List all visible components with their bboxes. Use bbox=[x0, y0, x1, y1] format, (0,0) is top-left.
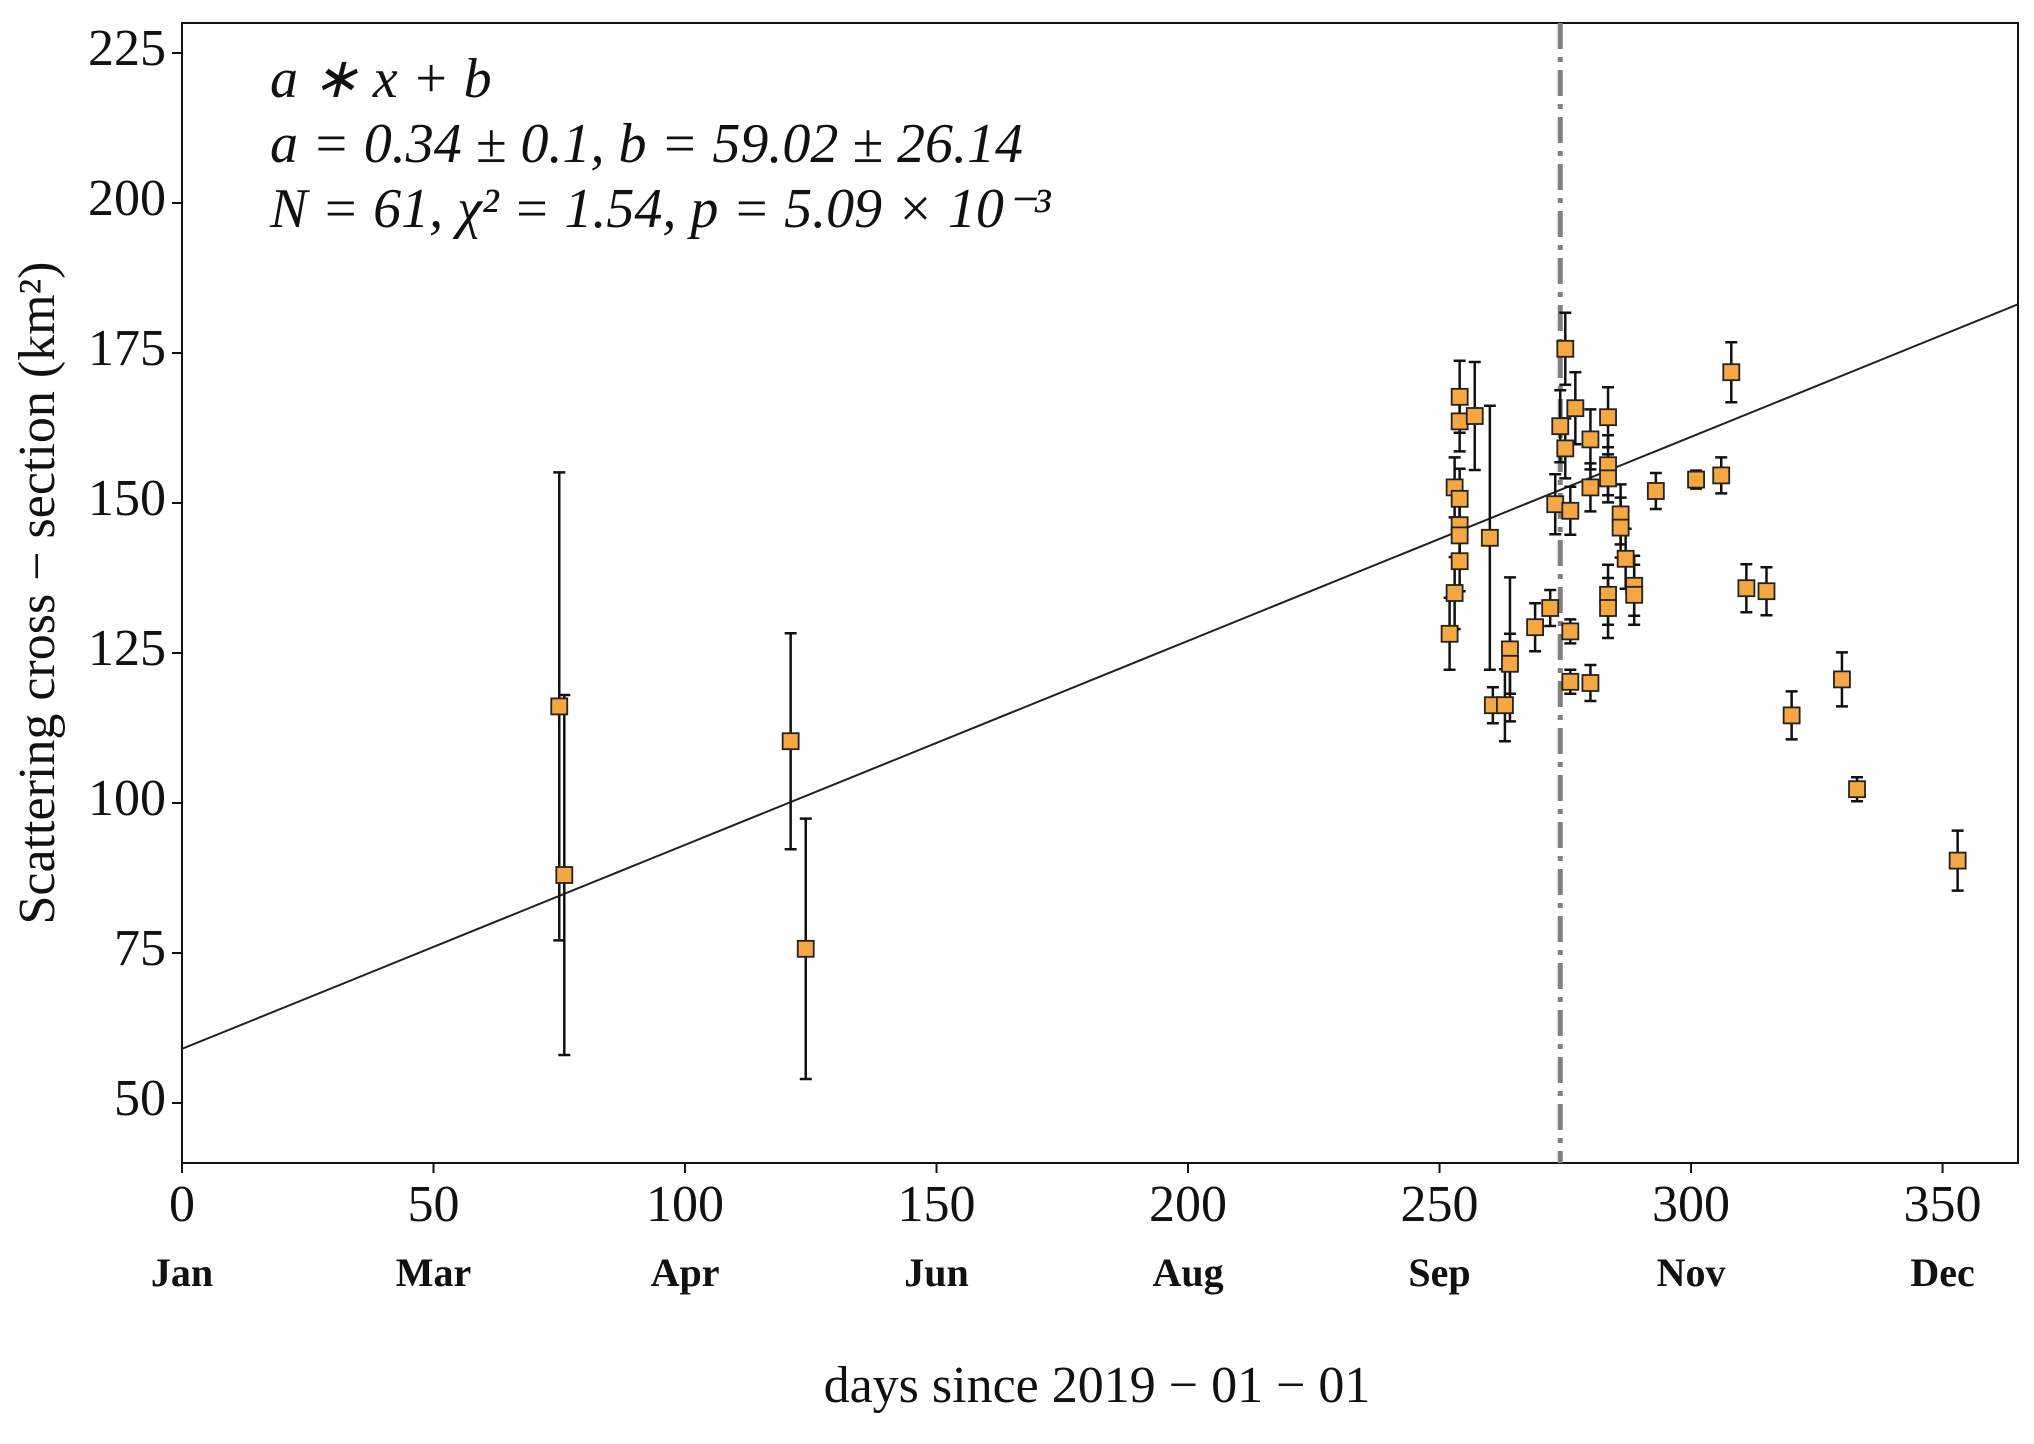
data-point bbox=[1450, 489, 1469, 508]
data-point bbox=[555, 866, 574, 884]
data-point bbox=[1599, 408, 1617, 427]
y-tick-label: 125 bbox=[88, 620, 166, 677]
month-label: Nov bbox=[1657, 1250, 1726, 1295]
x-tick-label: 300 bbox=[1652, 1176, 1730, 1233]
data-point bbox=[1556, 439, 1575, 458]
plot-frame bbox=[181, 22, 2019, 1164]
x-tick-label: 100 bbox=[646, 1176, 724, 1233]
data-point bbox=[1450, 526, 1469, 545]
data-point bbox=[1541, 599, 1560, 617]
data-point bbox=[1722, 363, 1741, 382]
data-point bbox=[781, 732, 800, 751]
x-axis-label: days since 2019 − 01 − 01 bbox=[824, 1357, 1371, 1414]
data-point bbox=[1496, 696, 1514, 715]
data-point bbox=[1561, 501, 1580, 520]
y-tick-label: 100 bbox=[88, 770, 166, 827]
data-point bbox=[1581, 478, 1600, 497]
data-point bbox=[1440, 624, 1459, 643]
month-label: Sep bbox=[1408, 1250, 1470, 1295]
data-point bbox=[1450, 552, 1469, 571]
x-tick-label: 350 bbox=[1904, 1176, 1982, 1233]
data-point bbox=[1445, 584, 1464, 602]
y-tick-label: 75 bbox=[114, 920, 166, 977]
data-point bbox=[1712, 466, 1731, 485]
data-point bbox=[1757, 582, 1776, 601]
y-tick-label: 150 bbox=[88, 470, 166, 527]
y-tick-label: 175 bbox=[88, 320, 166, 377]
data-point bbox=[1450, 412, 1469, 431]
data-point bbox=[1948, 851, 1967, 870]
annotation: N = 61, χ² = 1.54, p = 5.09 × 10⁻³ bbox=[269, 178, 1051, 240]
data-point bbox=[1501, 654, 1519, 673]
fit-line bbox=[182, 303, 2018, 1050]
data-point bbox=[1611, 518, 1630, 537]
data-point bbox=[1833, 670, 1851, 689]
data-point bbox=[1566, 399, 1585, 418]
y-tick-label: 225 bbox=[88, 20, 166, 77]
x-tick-label: 200 bbox=[1149, 1176, 1227, 1233]
data-point bbox=[1687, 470, 1705, 489]
x-tick-label: 250 bbox=[1401, 1176, 1479, 1233]
data-point bbox=[1737, 579, 1756, 598]
data-point bbox=[1625, 585, 1644, 604]
data-point bbox=[1556, 339, 1575, 358]
month-label: Dec bbox=[1910, 1250, 1974, 1295]
data-point bbox=[1599, 599, 1617, 617]
month-label: Apr bbox=[651, 1250, 720, 1295]
data-point bbox=[1581, 674, 1600, 692]
x-tick-label: 50 bbox=[408, 1176, 460, 1233]
data-point bbox=[1526, 618, 1545, 637]
month-label: Aug bbox=[1152, 1250, 1223, 1295]
annotation: a ∗ x + b bbox=[270, 48, 492, 110]
data-point bbox=[1561, 672, 1580, 691]
data-point bbox=[1450, 387, 1469, 406]
month-label: Jan bbox=[151, 1250, 213, 1295]
data-point bbox=[1561, 622, 1580, 641]
data-point bbox=[1551, 417, 1570, 436]
data-point bbox=[1848, 780, 1866, 799]
y-axis-label: Scattering cross − section (km²) bbox=[9, 262, 66, 925]
annotation: a = 0.34 ± 0.1, b = 59.02 ± 26.14 bbox=[270, 113, 1023, 175]
x-tick-label: 150 bbox=[898, 1176, 976, 1233]
data-point bbox=[1599, 469, 1617, 488]
data-point bbox=[1465, 407, 1484, 425]
month-label: Mar bbox=[396, 1250, 472, 1295]
y-tick-label: 200 bbox=[88, 170, 166, 227]
x-tick-label: 0 bbox=[169, 1176, 195, 1233]
month-label: Jun bbox=[904, 1250, 969, 1295]
data-point bbox=[1646, 482, 1665, 500]
data-point bbox=[550, 697, 569, 716]
data-point bbox=[1616, 549, 1635, 568]
data-point bbox=[1581, 430, 1600, 449]
data-point bbox=[1480, 528, 1499, 547]
data-point bbox=[1546, 495, 1565, 514]
y-tick-label: 50 bbox=[114, 1070, 166, 1127]
data-point bbox=[796, 939, 815, 958]
data-point bbox=[1782, 706, 1801, 725]
